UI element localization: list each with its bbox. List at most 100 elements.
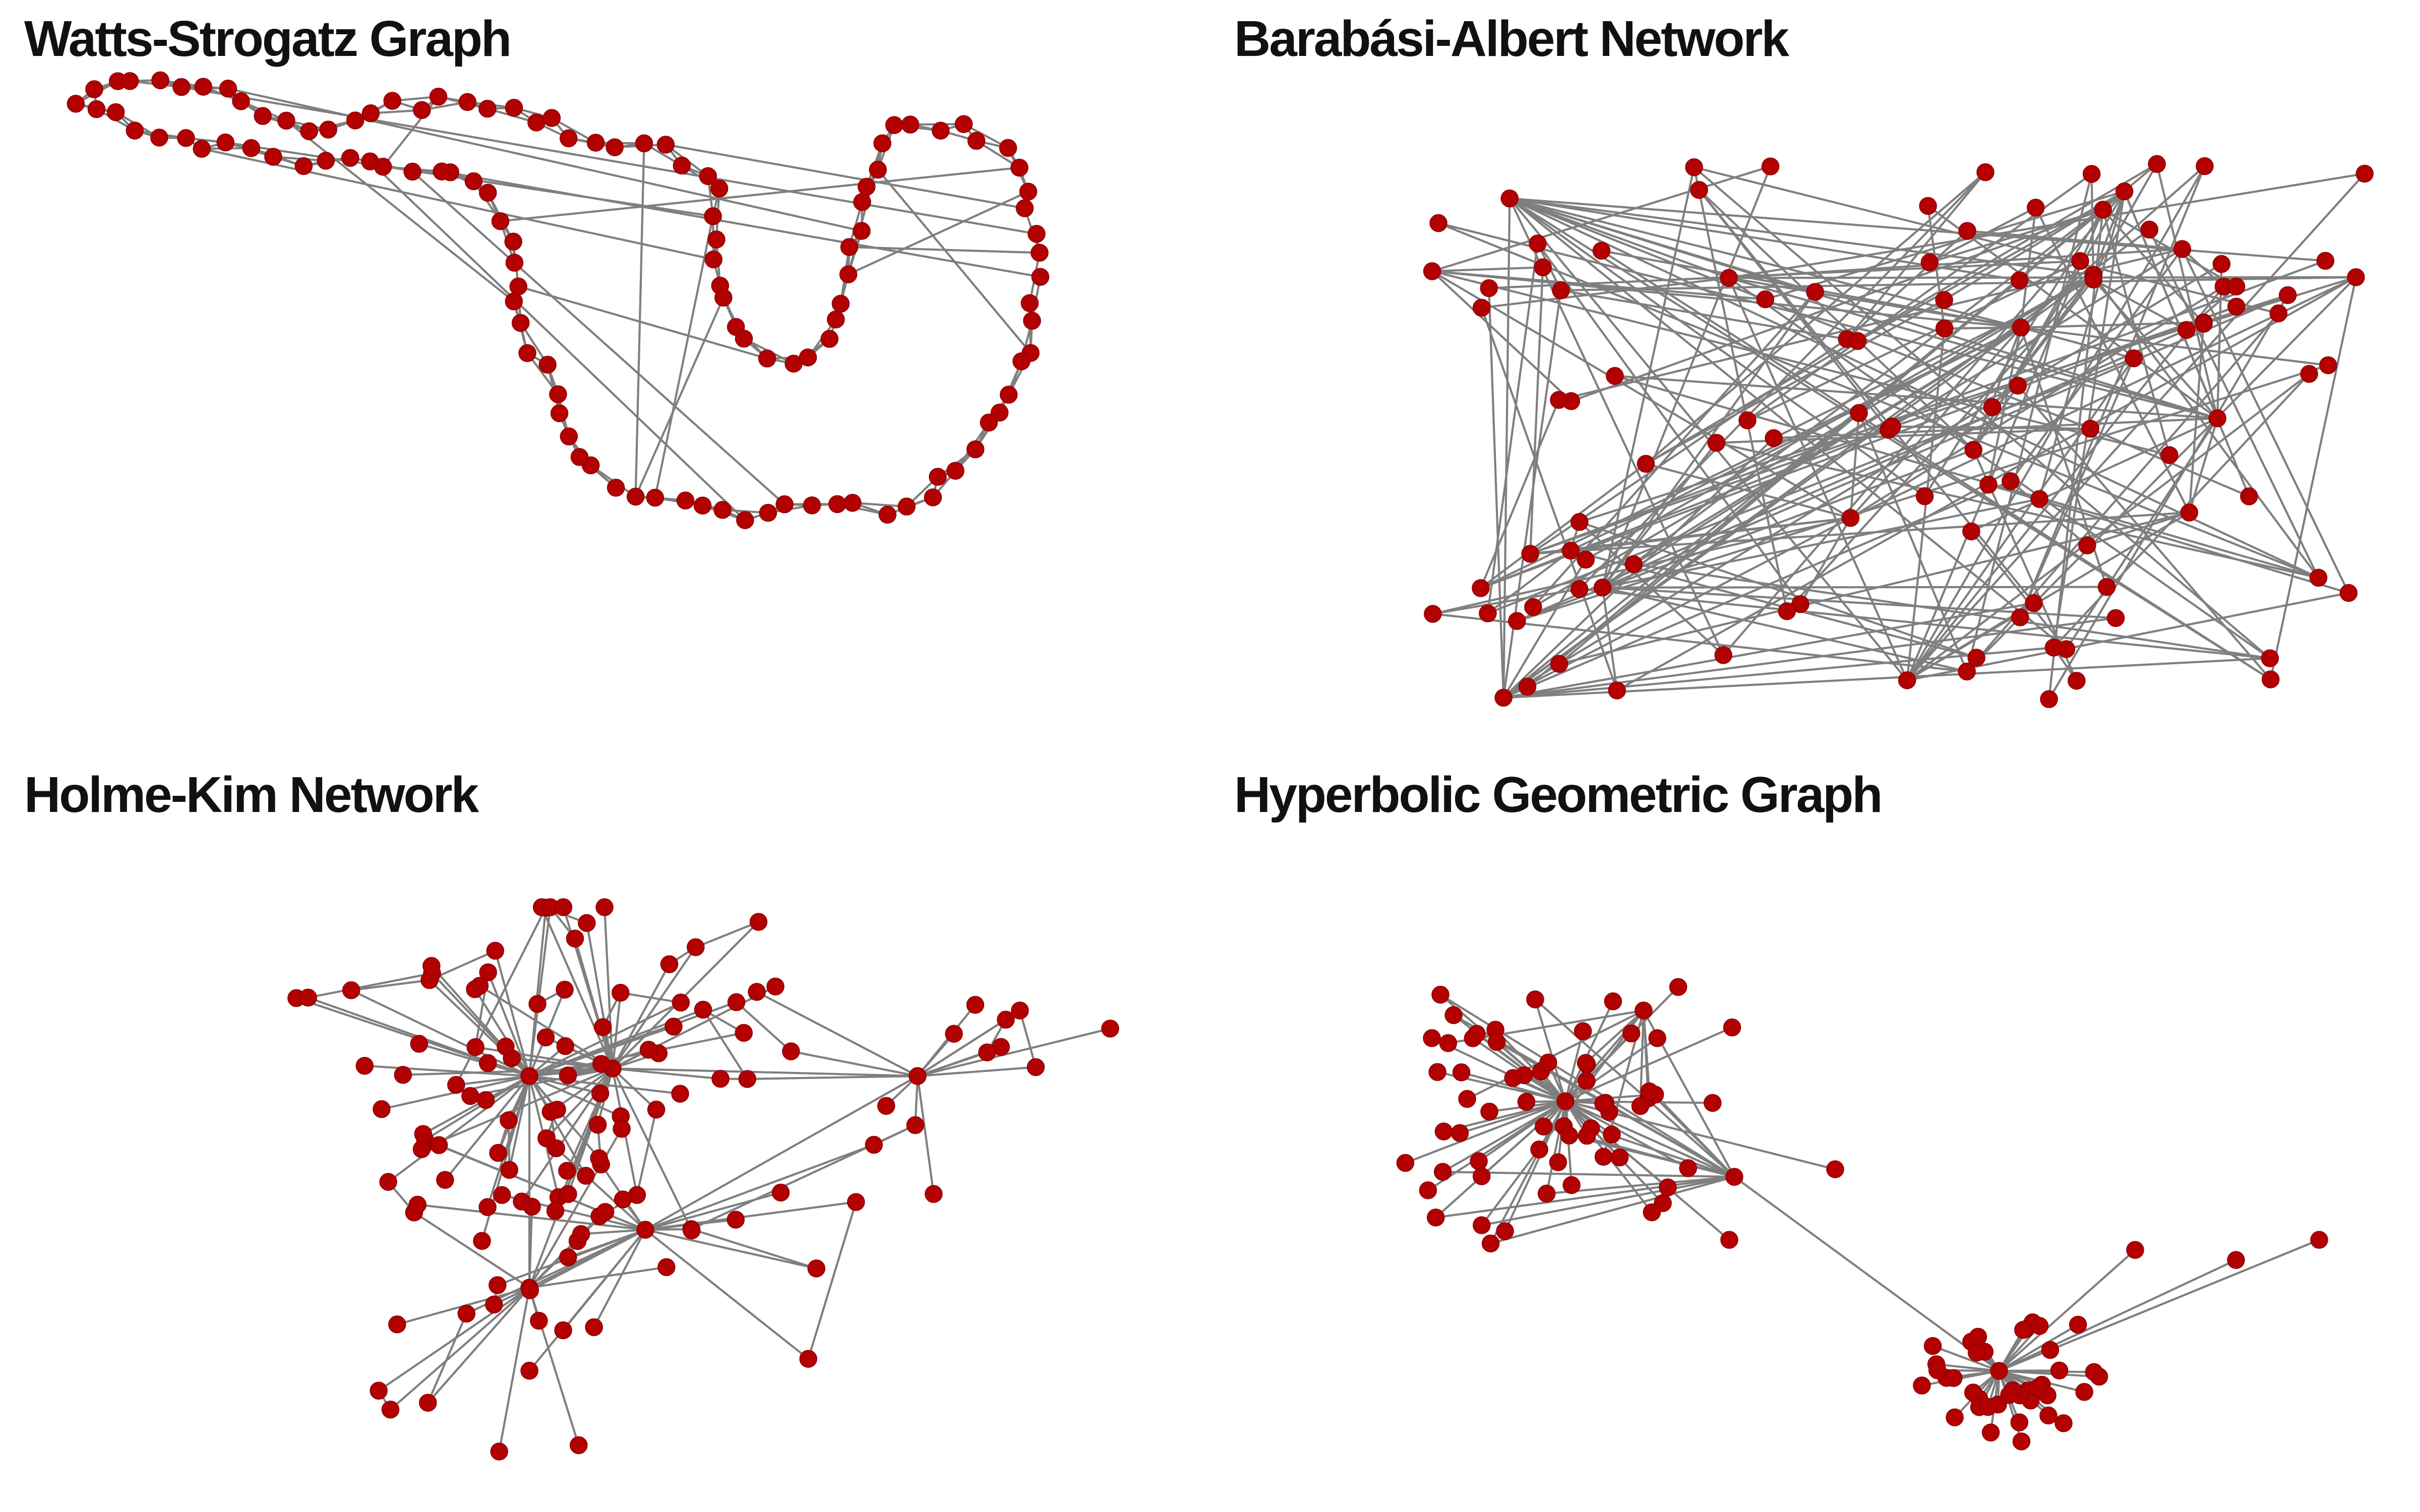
- graph-node: [931, 121, 950, 140]
- graph-node: [978, 1043, 996, 1061]
- graph-node: [1643, 1203, 1661, 1222]
- graph-node: [2012, 319, 2030, 337]
- graph-node: [1631, 1097, 1650, 1115]
- graph-node: [1472, 1167, 1491, 1185]
- graph-node: [2082, 165, 2101, 183]
- graph-node: [2025, 594, 2043, 612]
- graph-edge: [1601, 166, 1772, 588]
- graph-edge: [612, 964, 671, 1069]
- graph-node: [422, 957, 441, 975]
- graph-node: [1560, 1126, 1579, 1145]
- graph-node: [656, 136, 675, 154]
- graph-node: [1592, 241, 1611, 260]
- graph-node: [646, 488, 664, 507]
- graph-node: [878, 506, 897, 524]
- graph-edge: [807, 1202, 857, 1359]
- graph-node: [370, 1381, 388, 1400]
- graph-edge: [528, 1003, 539, 1077]
- graph-node: [505, 99, 523, 117]
- graph-node: [2195, 314, 2213, 333]
- graph-edge: [603, 907, 614, 1069]
- graph-node: [558, 1162, 576, 1180]
- graph-node: [106, 103, 125, 121]
- graph-node: [704, 207, 722, 225]
- graph-node: [1556, 1092, 1575, 1110]
- graph-node: [1570, 513, 1589, 531]
- graph-node: [2084, 270, 2102, 289]
- graph-node: [1396, 1154, 1415, 1172]
- graph-node: [478, 183, 497, 202]
- graph-node: [1761, 157, 1780, 175]
- graph-node: [1433, 1163, 1452, 1181]
- graph-node: [820, 330, 839, 348]
- graph-node: [647, 1100, 666, 1119]
- graph-node: [548, 1100, 566, 1119]
- graph-node: [1913, 1376, 1931, 1395]
- graph-edge: [1517, 329, 2187, 622]
- graph-edge: [1530, 260, 2326, 555]
- graph-node: [577, 1167, 595, 1185]
- graph-edge: [581, 1228, 646, 1235]
- graph-node: [873, 134, 891, 153]
- graph-node: [1720, 269, 1738, 287]
- graph-edge: [518, 285, 768, 360]
- graph-node: [1640, 1082, 1659, 1101]
- graph-node: [464, 172, 483, 191]
- graph-edge: [644, 1075, 919, 1231]
- graph-node: [1725, 1168, 1743, 1186]
- graph-node: [1967, 1343, 1986, 1362]
- graph-node: [2009, 376, 2027, 395]
- graph-node: [2240, 487, 2258, 506]
- graph-node: [676, 491, 695, 510]
- graph-node: [858, 177, 876, 196]
- graph-node: [361, 152, 379, 171]
- graph-node: [1494, 688, 1512, 707]
- graph-edge: [568, 1229, 646, 1258]
- graph-edge: [1999, 1259, 2236, 1372]
- graph-node: [1935, 319, 1954, 338]
- graph-edge: [1438, 222, 2218, 420]
- graph-node: [410, 1035, 429, 1053]
- graph-node: [299, 988, 317, 1007]
- graph-node: [664, 1018, 683, 1036]
- graph-node: [636, 1221, 654, 1239]
- panel-title-hyperbolic: Hyperbolic Geometric Graph: [1234, 767, 1883, 823]
- graph-node: [513, 1192, 531, 1211]
- graph-node: [536, 1028, 555, 1047]
- graph-node: [592, 1055, 611, 1073]
- graph-node: [419, 1394, 437, 1412]
- graph-edge: [387, 1075, 530, 1183]
- graph-edge: [654, 216, 714, 498]
- graph-node: [840, 238, 859, 256]
- graph-node: [1610, 1148, 1629, 1167]
- graph-node: [1026, 1058, 1045, 1077]
- graph-node: [361, 104, 380, 122]
- graph-edge: [1564, 1100, 1689, 1169]
- graph-node: [457, 1304, 476, 1323]
- graph-node: [216, 133, 234, 152]
- graph-edge: [1509, 197, 1729, 279]
- graph-node: [403, 162, 421, 181]
- graph-node: [828, 495, 846, 513]
- graph-node: [1919, 197, 1937, 215]
- graph-node: [341, 149, 359, 167]
- graph-edge: [917, 1066, 1036, 1078]
- graph-edge: [1494, 1029, 1566, 1102]
- graph-edge: [1503, 646, 2054, 699]
- graph-node: [381, 1401, 400, 1419]
- graph-edge: [2019, 358, 2135, 618]
- graph-edge: [308, 972, 433, 999]
- graph-node: [1659, 1178, 1677, 1196]
- graph-node: [194, 78, 212, 96]
- graph-edge: [441, 170, 1041, 278]
- graph-edge: [1545, 1101, 1567, 1194]
- graph-edge: [1846, 230, 1968, 340]
- graph-node: [853, 193, 871, 211]
- graph-edge: [636, 1109, 657, 1195]
- graph-node: [683, 1221, 701, 1239]
- graph-node: [1946, 1408, 1964, 1427]
- graph-node: [687, 938, 705, 957]
- graph-edge: [593, 1229, 646, 1328]
- graph-node: [967, 132, 986, 150]
- graph-node: [2125, 349, 2143, 367]
